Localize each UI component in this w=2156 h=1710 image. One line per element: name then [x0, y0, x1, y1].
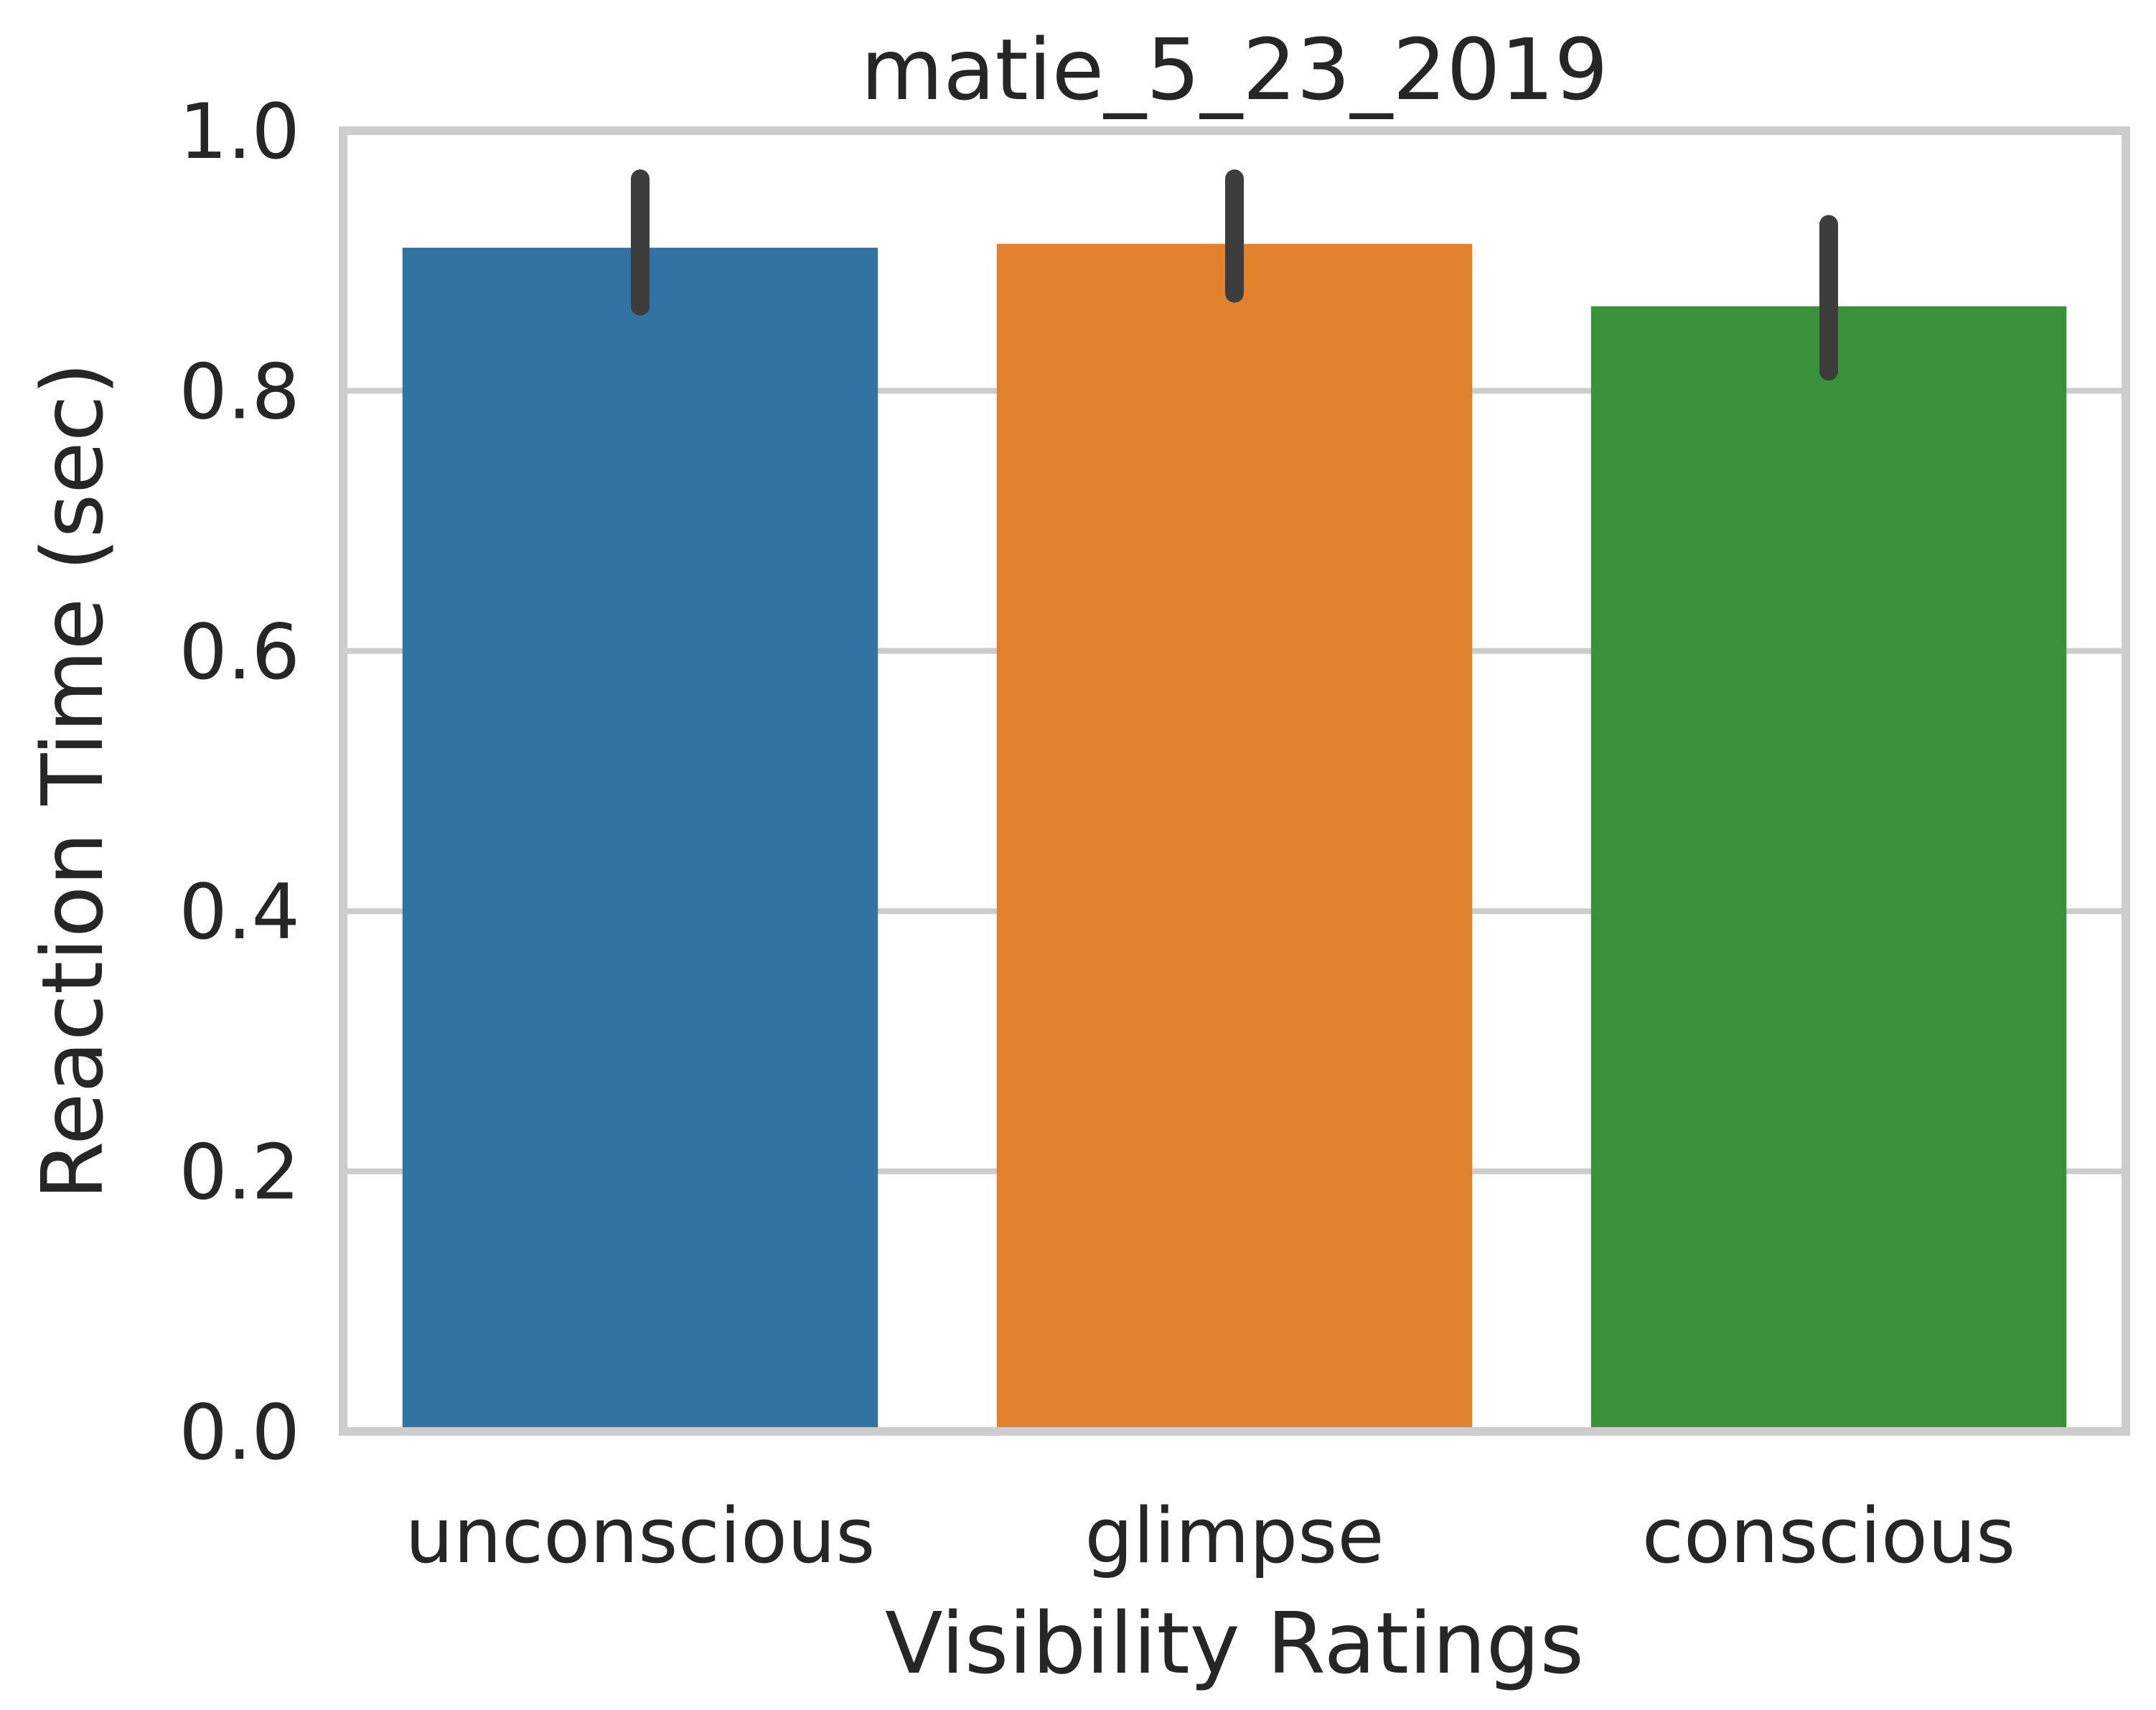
y-tick-labels: 0.0 0.2 0.4 0.6 0.8 1.0 — [179, 88, 300, 1477]
x-tick-labels: unconscious glimpse conscious — [406, 1492, 2016, 1580]
bars — [402, 243, 2067, 1432]
y-tick-label: 0.4 — [179, 868, 300, 956]
x-tick-label: conscious — [1642, 1492, 2016, 1580]
y-tick-label: 0.8 — [179, 347, 300, 436]
y-tick-label: 0.0 — [179, 1388, 300, 1477]
y-axis-label: Reaction Time (sec) — [23, 362, 122, 1200]
y-tick-label: 1.0 — [179, 88, 300, 176]
bar-conscious — [1590, 306, 2067, 1431]
error-bars — [631, 169, 1838, 381]
chart-title: matie_5_23_2019 — [861, 20, 1608, 119]
y-tick-label: 0.6 — [179, 608, 300, 696]
y-tick-label: 0.2 — [179, 1129, 300, 1217]
plot-frame — [339, 126, 2130, 1436]
x-axis-label: Visibility Ratings — [885, 1594, 1584, 1693]
x-tick-label: glimpse — [1084, 1492, 1384, 1580]
bar-unconscious — [402, 248, 878, 1432]
bar-glimpse — [996, 243, 1473, 1431]
x-tick-label: unconscious — [406, 1492, 876, 1580]
